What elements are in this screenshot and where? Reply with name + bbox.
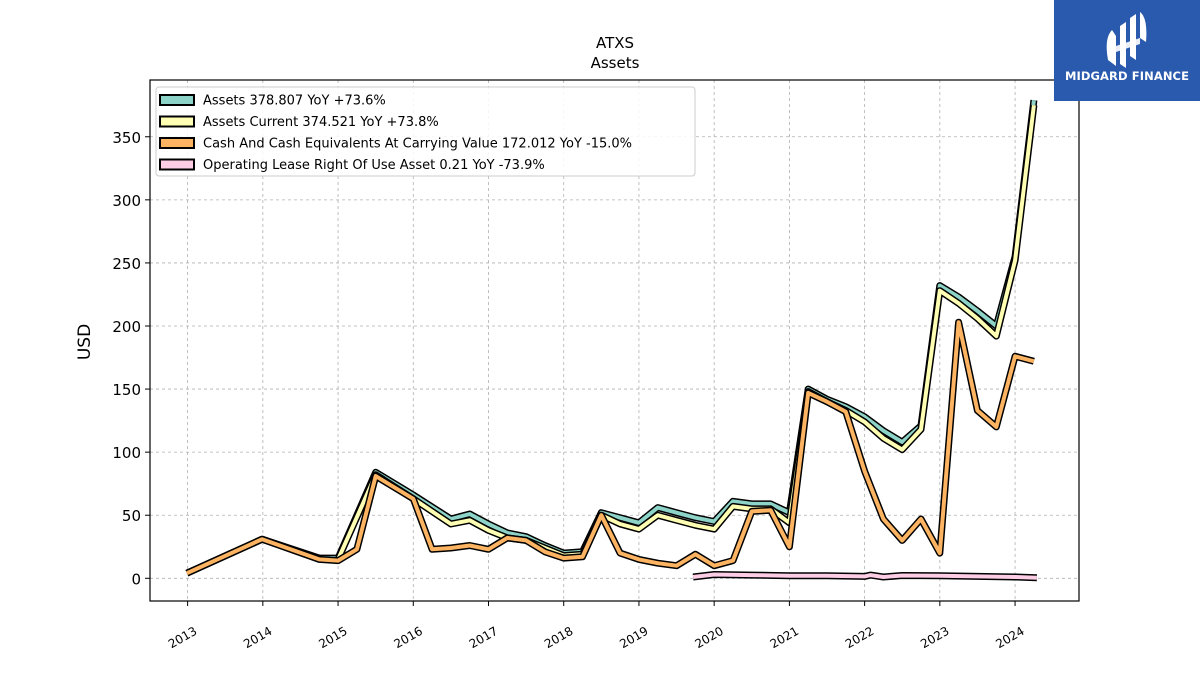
legend-label: Assets 378.807 YoY +73.6% <box>203 94 386 109</box>
legend-swatch <box>159 115 195 128</box>
y-tick-label: 250 <box>112 255 141 273</box>
y-axis-label: USD <box>75 324 95 360</box>
ticks: 0 50 100 150 200 250 300 350 2013 2014 2015 2016 201… <box>112 129 1026 651</box>
legend-label: Operating Lease Right Of Use Asset 0.21 … <box>203 158 545 173</box>
legend-label: Cash And Cash Equivalents At Carrying Va… <box>203 137 632 152</box>
x-tick-label: 2023 <box>918 624 951 651</box>
chart-subtitle: Assets <box>591 54 640 72</box>
x-tick-label: 2015 <box>316 624 349 651</box>
series-line <box>692 572 1037 580</box>
series-1 <box>334 104 1038 561</box>
plot-frame <box>149 79 1080 602</box>
x-tick-label: 2024 <box>993 624 1026 651</box>
series-3 <box>692 571 1038 582</box>
y-tick-label: 300 <box>112 192 141 210</box>
x-tick-label: 2017 <box>467 624 500 651</box>
y-tick-label: 150 <box>112 381 141 399</box>
legend-swatch <box>159 158 195 171</box>
legend-swatch <box>159 137 195 149</box>
y-tick-label: 350 <box>112 129 141 147</box>
series-line <box>336 104 1036 561</box>
y-tick-label: 50 <box>122 507 141 525</box>
series-layer <box>185 99 1038 582</box>
x-tick-label: 2020 <box>692 624 725 651</box>
x-tick-label: 2014 <box>241 624 274 651</box>
series-line <box>186 320 1035 576</box>
y-tick-label: 200 <box>112 318 141 336</box>
x-tick-label: 2021 <box>768 624 801 651</box>
chart-title: ATXS <box>596 34 634 52</box>
brand-logo: MIDGARD FINANCE <box>1054 0 1200 101</box>
y-tick-label: 0 <box>131 570 141 588</box>
series-2 <box>185 318 1035 577</box>
legend-swatch <box>159 94 195 106</box>
x-tick-label: 2018 <box>542 624 575 651</box>
x-tick-label: 2013 <box>166 624 199 651</box>
x-tick-label: 2022 <box>843 624 876 651</box>
logo-text: MIDGARD FINANCE <box>1064 69 1190 83</box>
legend: Assets 378.807 YoY +73.6% Assets Current … <box>155 86 696 177</box>
grid <box>150 80 1079 601</box>
x-tick-label: 2019 <box>617 624 650 651</box>
x-tick-label: 2016 <box>392 624 425 651</box>
legend-box <box>155 86 696 177</box>
y-tick-label: 100 <box>112 444 141 462</box>
legend-label: Assets Current 374.521 YoY +73.8% <box>203 115 439 130</box>
logo-mark-icon <box>1106 12 1147 68</box>
